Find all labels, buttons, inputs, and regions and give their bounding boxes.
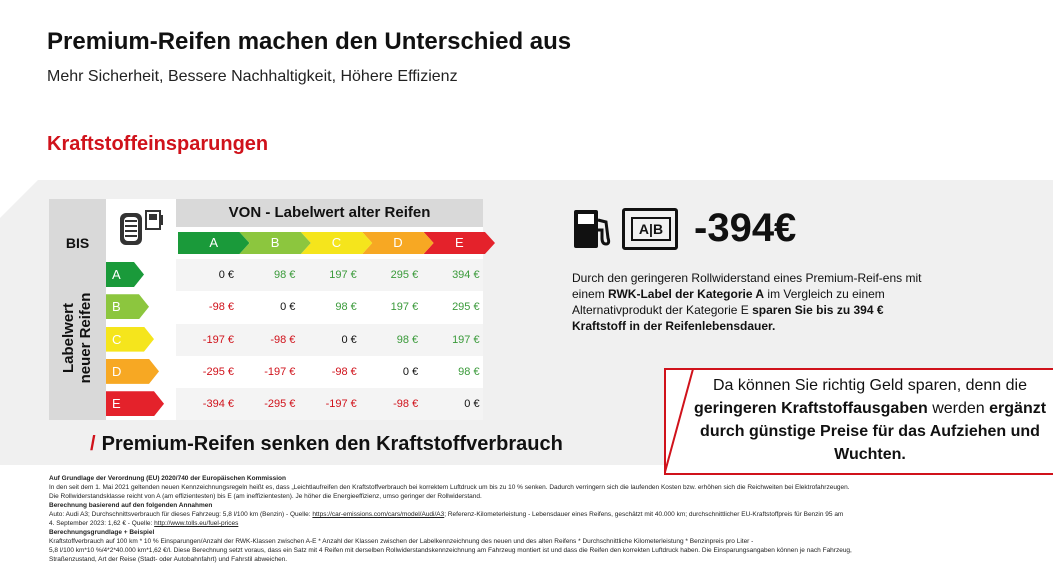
matrix-value: -295 € — [202, 365, 234, 378]
ylabel-box: Labelwert neuer Reifen — [49, 256, 106, 420]
ab-label-icon: A|B — [622, 208, 678, 250]
matrix-value: -98 € — [270, 333, 296, 346]
matrix-row — [176, 323, 483, 356]
matrix-value: -98 € — [393, 398, 419, 411]
row-arrow-e: E — [106, 391, 164, 417]
fuel-pump-icon — [572, 208, 616, 250]
savings-matrix: BIS VON - Labelwert alter Reifen Labelwe… — [49, 199, 495, 421]
column-label: C — [331, 235, 342, 250]
matrix-row — [176, 355, 483, 388]
row-arrow-b: B — [106, 294, 149, 320]
tire-label-icon — [106, 199, 176, 256]
matrix-row — [176, 388, 483, 421]
matrix-value: -197 € — [264, 365, 296, 378]
column-label: E — [454, 235, 464, 250]
footnote-text-3b: 5,8 l/100 km*10 %/4*2*40.000 km*1,62 €/l… — [49, 547, 852, 554]
matrix-value: 98 € — [273, 269, 296, 281]
footnote-text-1: In den seit dem 1. Mai 2021 geltenden ne… — [49, 484, 850, 491]
matrix-value: -197 € — [202, 333, 234, 346]
savings-description: Durch den geringeren Rollwiderstand eine… — [572, 271, 922, 333]
matrix-row — [176, 259, 483, 291]
matrix-corner — [49, 199, 106, 231]
callout-text: Da können Sie richtig Geld sparen, denn … — [693, 377, 1047, 463]
footnote-heading-1: Auf Grundlage der Verordnung (EU) 2020/7… — [49, 475, 286, 482]
matrix-value: -394 € — [202, 398, 234, 411]
claim-text: Premium-Reifen senken den Kraftstoffverb… — [101, 433, 563, 455]
callout-box — [664, 368, 1053, 475]
column-label: D — [393, 235, 403, 250]
footnotes: Auf Grundlage der Verordnung (EU) 2020/7… — [49, 474, 1019, 564]
callout-corner — [664, 368, 694, 473]
matrix-value: -197 € — [325, 398, 357, 411]
column-arrow-e: E — [423, 232, 495, 254]
source-link-2[interactable]: http://www.tolls.eu/fuel-prices — [154, 520, 239, 527]
y-axis-label: Labelwert neuer Reifen — [60, 292, 94, 384]
matrix-row — [176, 291, 483, 324]
matrix-value: -295 € — [264, 398, 296, 411]
section-title: Kraftstoffeinsparungen — [47, 133, 269, 155]
matrix-value: -98 € — [331, 365, 357, 378]
matrix-value: 0 € — [218, 269, 234, 281]
matrix-value: 98 € — [396, 333, 419, 346]
row-arrow-d: D — [106, 358, 159, 384]
matrix-value: 98 € — [335, 301, 357, 314]
page-subtitle: Mehr Sicherheit, Bessere Nachhaltigkeit,… — [47, 68, 458, 85]
matrix-value: 295 € — [390, 269, 419, 281]
matrix-value: 394 € — [452, 269, 480, 281]
column-arrow-a: A — [178, 232, 250, 254]
matrix-value: 197 € — [329, 269, 357, 281]
footnote-text-3c: Straßenzustand, Art der Reise (Stadt- od… — [49, 556, 288, 563]
matrix-value: 0 € — [464, 398, 480, 411]
column-arrow-b: B — [239, 232, 311, 254]
matrix-value: 98 € — [458, 365, 480, 378]
ab-icon-b: B — [652, 221, 664, 237]
column-label: A — [209, 235, 219, 250]
footnote-text-3a: Kraftstoffverbrauch auf 100 km * 10 % Ei… — [49, 538, 754, 545]
matrix-value: -98 € — [208, 301, 234, 314]
matrix-value: 0 € — [280, 301, 296, 314]
bis-label: BIS — [49, 231, 106, 256]
ab-icon-a: A — [638, 221, 650, 237]
matrix-value: 0 € — [402, 365, 419, 378]
source-link-1[interactable]: https://car-emissions.com/cars/model/Aud… — [312, 511, 445, 518]
page-title: Premium-Reifen machen den Unterschied au… — [47, 28, 572, 55]
von-header: VON - Labelwert alter Reifen — [176, 199, 483, 227]
row-arrow-c: C — [106, 326, 154, 352]
column-arrow-d: D — [362, 232, 434, 254]
matrix-value: 197 € — [452, 333, 480, 346]
matrix-value: 0 € — [341, 333, 357, 346]
footnote-heading-2: Berechnung basierend auf den folgenden A… — [49, 502, 213, 509]
matrix-value: 295 € — [452, 301, 480, 314]
footnote-text-2c: 4. September 2023: 1,62 € - Quelle: http… — [49, 520, 239, 527]
matrix-value: 197 € — [390, 301, 419, 314]
footnote-heading-3: Berechnungsgrundlage + Beispiel — [49, 529, 155, 536]
row-arrow-a: A — [106, 262, 144, 287]
column-label: B — [270, 235, 280, 250]
footnote-text-2: Auto: Audi A3; Durchschnittsverbrauch fü… — [49, 511, 844, 518]
claim-headline: / Premium-Reifen senken den Kraftstoffver… — [90, 433, 563, 456]
claim-slash: / — [90, 433, 96, 455]
column-arrow-c: C — [300, 232, 373, 254]
footnote-text-1b: Die Rollwiderstandsklasse reicht von A (… — [49, 493, 482, 500]
savings-value: -394€ — [694, 206, 797, 250]
